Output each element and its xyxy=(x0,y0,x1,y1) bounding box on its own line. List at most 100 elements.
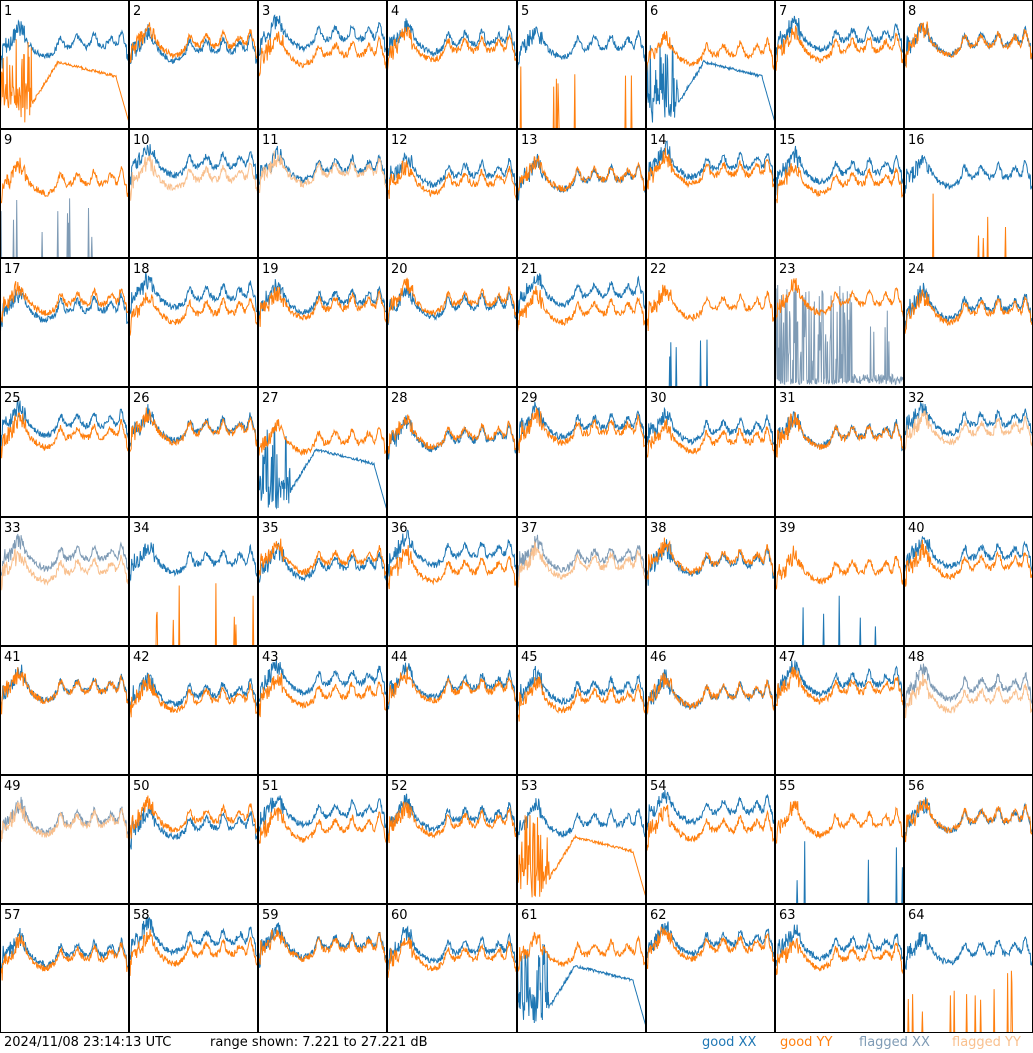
panel-label: 10 xyxy=(133,133,150,148)
panel-traces xyxy=(775,800,904,904)
panel-border xyxy=(258,129,387,258)
trace-xx xyxy=(775,660,904,703)
panel-border xyxy=(775,904,904,1033)
trace-xx xyxy=(775,145,904,196)
panel-border xyxy=(646,258,775,387)
panel-traces xyxy=(129,795,258,850)
panel-label: 43 xyxy=(262,650,279,665)
panel-41: 41 xyxy=(0,646,129,775)
panel-label: 23 xyxy=(779,262,796,277)
panel-label: 61 xyxy=(521,908,538,923)
panel-border xyxy=(387,517,517,646)
trace-yy xyxy=(0,548,129,591)
trace-yy xyxy=(775,937,904,977)
panel-traces xyxy=(904,282,1033,334)
trace-yy xyxy=(387,545,517,590)
trace-xx xyxy=(258,795,387,834)
trace-yy xyxy=(387,937,517,978)
panel-traces xyxy=(258,922,387,968)
panel-border xyxy=(517,904,646,1033)
trace-xx xyxy=(517,798,646,842)
trace-yy xyxy=(0,39,129,123)
panel-border xyxy=(387,129,517,258)
panel-traces xyxy=(387,277,517,328)
panel-22: 22 xyxy=(646,258,775,387)
panel-63: 63 xyxy=(775,904,904,1033)
panel-traces xyxy=(646,284,775,387)
trace-xx xyxy=(387,662,517,710)
panel-36: 36 xyxy=(387,517,517,646)
panel-border xyxy=(904,517,1033,646)
panel-border xyxy=(904,258,1033,387)
panel-27: 27 xyxy=(258,387,387,517)
trace-xx xyxy=(129,24,258,65)
trace-yy xyxy=(0,281,129,323)
trace-yy xyxy=(387,277,517,324)
trace-xx xyxy=(775,924,904,967)
panel-label: 57 xyxy=(4,908,21,923)
trace-yy xyxy=(129,583,258,646)
panel-21: 21 xyxy=(517,258,646,387)
panel-label: 24 xyxy=(908,262,925,277)
trace-xx xyxy=(775,15,904,61)
panel-traces xyxy=(517,153,646,202)
panel-label: 38 xyxy=(650,521,667,536)
panel-border xyxy=(387,775,517,904)
trace-xx xyxy=(517,534,646,579)
panel-border xyxy=(517,517,646,646)
panel-traces xyxy=(387,414,517,460)
panel-label: 17 xyxy=(4,262,21,277)
trace-yy xyxy=(904,410,1033,451)
panel-34: 34 xyxy=(129,517,258,646)
panel-border xyxy=(129,904,258,1033)
panel-border xyxy=(0,258,129,387)
trace-yy xyxy=(387,801,517,844)
trace-yy xyxy=(646,147,775,190)
trace-yy xyxy=(387,26,517,71)
panel-traces xyxy=(517,931,646,1027)
trace-yy xyxy=(258,807,387,845)
panel-8: 8 xyxy=(904,0,1033,129)
panel-48: 48 xyxy=(904,646,1033,775)
panel-label: 3 xyxy=(262,4,270,19)
trace-yy xyxy=(517,407,646,454)
trace-xx xyxy=(904,931,1033,970)
trace-xx xyxy=(129,144,258,186)
panel-border xyxy=(258,775,387,904)
panel-label: 44 xyxy=(391,650,408,665)
panel-border xyxy=(258,258,387,387)
panel-3: 3 xyxy=(258,0,387,129)
panel-1: 1 xyxy=(0,0,129,129)
panel-47: 47 xyxy=(775,646,904,775)
panel-label: 26 xyxy=(133,391,150,406)
trace-xx xyxy=(258,542,387,585)
panel-label: 48 xyxy=(908,650,925,665)
trace-yy xyxy=(129,155,258,201)
panel-traces xyxy=(0,533,129,591)
trace-yy xyxy=(646,672,775,714)
panel-59: 59 xyxy=(258,904,387,1033)
panel-label: 22 xyxy=(650,262,667,277)
panel-border xyxy=(0,0,129,129)
panel-33: 33 xyxy=(0,517,129,646)
panel-4: 4 xyxy=(387,0,517,129)
panel-label: 18 xyxy=(133,262,150,277)
panel-border xyxy=(646,517,775,646)
panel-border xyxy=(517,387,646,517)
panel-traces xyxy=(258,538,387,585)
trace-xx xyxy=(0,533,129,576)
panel-52: 52 xyxy=(387,775,517,904)
panel-label: 45 xyxy=(521,650,538,665)
panel-border xyxy=(129,517,258,646)
panel-border xyxy=(646,129,775,258)
panel-traces xyxy=(258,145,387,194)
panel-traces xyxy=(904,21,1033,68)
panel-label: 30 xyxy=(650,391,667,406)
panel-label: 63 xyxy=(779,908,796,923)
panel-border xyxy=(0,387,129,517)
panel-traces xyxy=(775,545,904,646)
panel-42: 42 xyxy=(129,646,258,775)
trace-xx xyxy=(387,415,517,460)
panel-traces xyxy=(129,144,258,201)
trace-xx xyxy=(904,154,1033,194)
